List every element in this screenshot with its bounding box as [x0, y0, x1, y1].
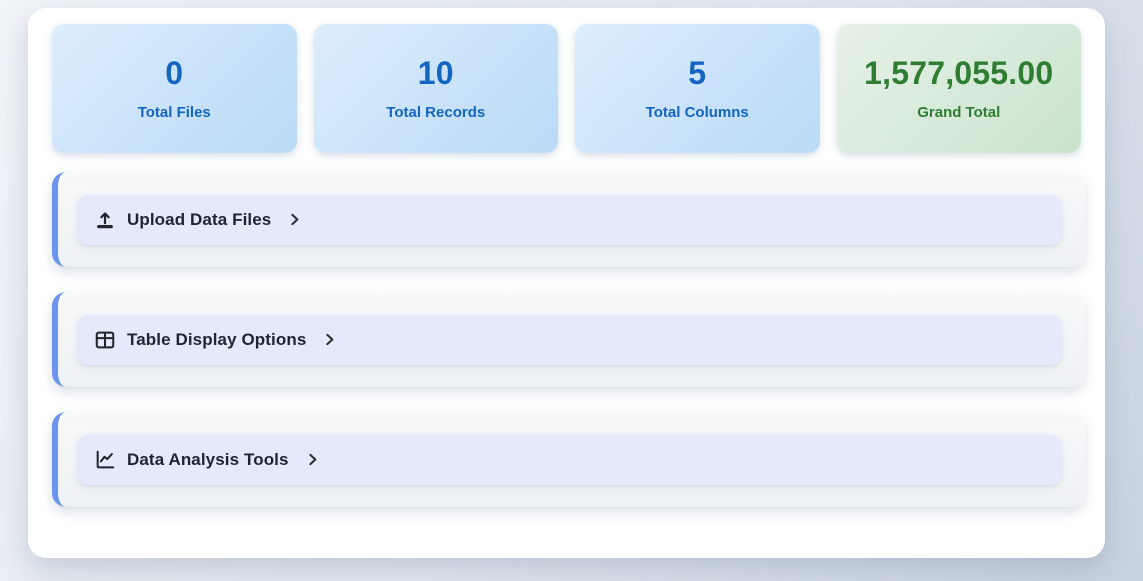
upload-data-files-expander[interactable]: Upload Data Files [78, 194, 1061, 245]
chevron-right-icon [321, 331, 338, 348]
total-columns-label: Total Columns [645, 103, 749, 121]
section-data-analysis-tools: Data Analysis Tools [52, 412, 1085, 507]
total-files-value: 0 [165, 54, 184, 91]
table-icon [94, 329, 116, 351]
chevron-right-icon [286, 211, 303, 228]
table-display-options-expander[interactable]: Table Display Options [78, 314, 1061, 365]
grand-total-label: Grand Total [917, 103, 1001, 121]
stat-card-grand-total: 1,577,055.00 Grand Total [836, 24, 1081, 153]
section-title: Table Display Options [127, 329, 307, 349]
stat-card-total-files: 0 Total Files [52, 24, 297, 153]
line-chart-icon [94, 449, 116, 471]
grand-total-value: 1,577,055.00 [864, 54, 1054, 91]
stat-card-total-columns: 5 Total Columns [575, 24, 820, 153]
total-files-label: Total Files [137, 103, 211, 121]
chevron-right-icon [304, 451, 321, 468]
stats-row: 0 Total Files 10 Total Records 5 Total C… [52, 24, 1085, 153]
data-analysis-tools-expander[interactable]: Data Analysis Tools [78, 434, 1061, 485]
total-columns-value: 5 [688, 54, 707, 91]
main-card: 0 Total Files 10 Total Records 5 Total C… [28, 8, 1105, 558]
stat-card-total-records: 10 Total Records [313, 24, 558, 153]
section-upload-data-files: Upload Data Files [52, 172, 1085, 267]
total-records-value: 10 [417, 54, 454, 91]
section-title: Upload Data Files [127, 209, 272, 229]
section-title: Data Analysis Tools [127, 449, 289, 469]
section-table-display-options: Table Display Options [52, 292, 1085, 387]
total-records-label: Total Records [386, 103, 486, 121]
upload-icon [94, 209, 116, 231]
